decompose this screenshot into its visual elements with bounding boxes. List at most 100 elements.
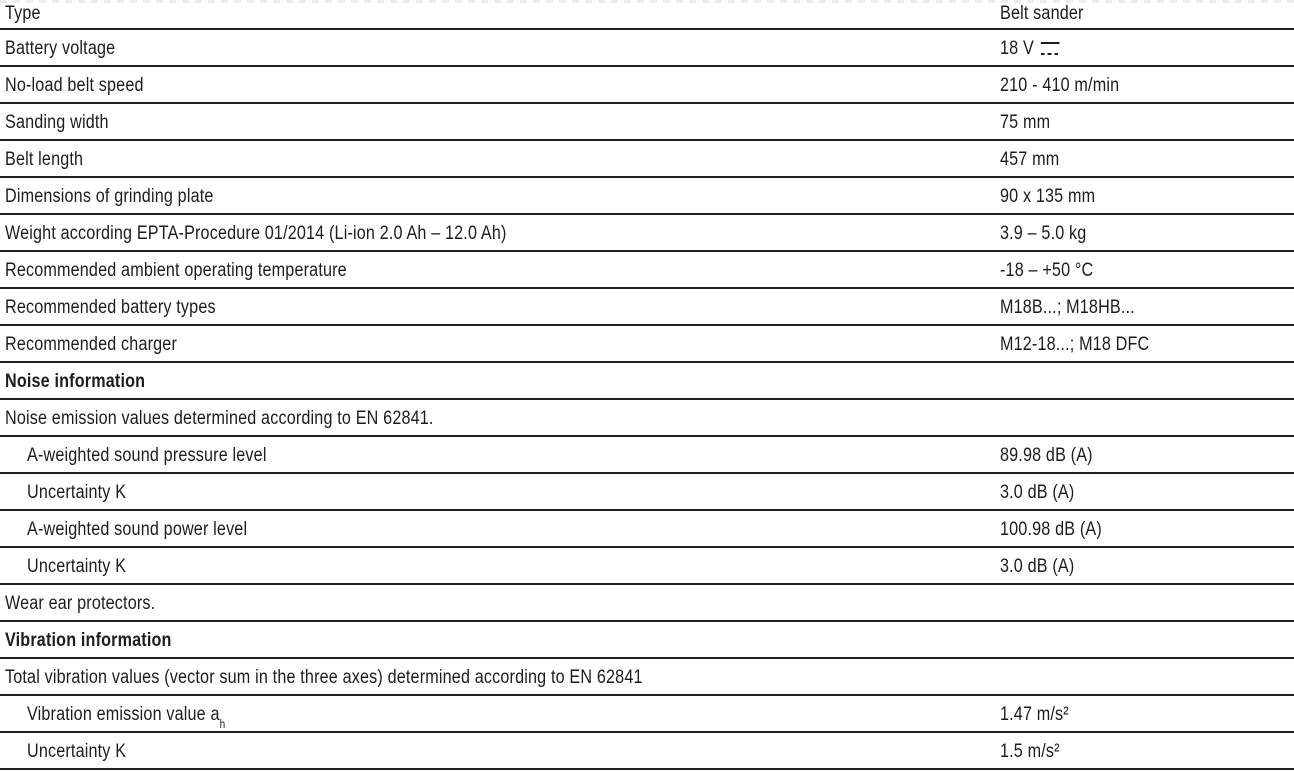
page-top-artifact — [0, 0, 1294, 3]
spec-row-battery-voltage: Battery voltage 18 V — [0, 30, 1294, 67]
spec-label: A-weighted sound power level — [0, 519, 1000, 541]
spec-label: Weight according EPTA-Procedure 01/2014 … — [0, 223, 1000, 245]
spec-label-text: Type — [5, 3, 41, 24]
spec-label-text: Uncertainty K — [27, 556, 127, 577]
spec-value-text: 3.9 – 5.0 kg — [1000, 223, 1087, 244]
note-text: Wear ear protectors. — [5, 593, 156, 614]
spec-label: Uncertainty K — [0, 556, 1000, 578]
spec-row-uncertainty-pressure: Uncertainty K 3.0 dB (A) — [0, 474, 1294, 511]
spec-value-text: 75 mm — [1000, 112, 1051, 133]
spec-label: Type — [0, 3, 1000, 25]
spec-label-text: Uncertainty K — [27, 741, 127, 762]
spec-label-text: Uncertainty K — [27, 482, 127, 503]
spec-label-text: No-load belt speed — [5, 75, 144, 96]
spec-label-text: Vibration emission value ah — [27, 704, 225, 730]
spec-label-text: Battery voltage — [5, 38, 116, 59]
spec-label-text: Recommended battery types — [5, 297, 216, 318]
spec-row-uncertainty-vibration: Uncertainty K 1.5 m/s² — [0, 733, 1294, 770]
spec-row-charger: Recommended charger M12-18...; M18 DFC — [0, 326, 1294, 363]
spec-label: Vibration emission value ah — [0, 704, 1000, 730]
spec-row-operating-temperature: Recommended ambient operating temperatur… — [0, 252, 1294, 289]
spec-label: Recommended ambient operating temperatur… — [0, 260, 1000, 282]
note-text-cell: Noise emission values determined accordi… — [0, 408, 1294, 430]
spec-value-text: Belt sander — [1000, 3, 1084, 24]
spec-label: Belt length — [0, 149, 1000, 171]
note-text-cell: Total vibration values (vector sum in th… — [0, 667, 1294, 689]
spec-row-weight: Weight according EPTA-Procedure 01/2014 … — [0, 215, 1294, 252]
spec-label: Uncertainty K — [0, 741, 1000, 763]
spec-row-belt-speed: No-load belt speed 210 - 410 m/min — [0, 67, 1294, 104]
spec-value-text: 210 - 410 m/min — [1000, 75, 1120, 96]
spec-value: 457 mm — [1000, 149, 1294, 171]
spec-value-text: M18B...; M18HB... — [1000, 297, 1135, 318]
spec-value-text: 3.0 dB (A) — [1000, 482, 1075, 503]
spec-label: Battery voltage — [0, 38, 1000, 60]
spec-value: -18 – +50 °C — [1000, 260, 1294, 282]
note-row-noise-emission: Noise emission values determined accordi… — [0, 400, 1294, 437]
section-title-text: Vibration information — [5, 630, 172, 651]
spec-value-text: 1.47 m/s² — [1000, 704, 1069, 725]
spec-label-text: Dimensions of grinding plate — [5, 186, 214, 207]
spec-row-battery-types: Recommended battery types M18B...; M18HB… — [0, 289, 1294, 326]
spec-label: Uncertainty K — [0, 482, 1000, 504]
section-header-noise: Noise information — [0, 363, 1294, 400]
note-row-vibration-total: Total vibration values (vector sum in th… — [0, 659, 1294, 696]
spec-value: 90 x 135 mm — [1000, 186, 1294, 208]
spec-value: 3.9 – 5.0 kg — [1000, 223, 1294, 245]
spec-value: 1.47 m/s² — [1000, 704, 1294, 726]
spec-value: M12-18...; M18 DFC — [1000, 334, 1294, 356]
spec-label: Dimensions of grinding plate — [0, 186, 1000, 208]
spec-label-text: Sanding width — [5, 112, 109, 133]
spec-row-type: Type Belt sander — [0, 0, 1294, 30]
spec-label-text: A-weighted sound pressure level — [27, 445, 267, 466]
note-text: Noise emission values determined accordi… — [5, 408, 434, 429]
spec-value: 18 V — [1000, 38, 1294, 60]
spec-value: Belt sander — [1000, 3, 1294, 25]
spec-label-text: Weight according EPTA-Procedure 01/2014 … — [5, 223, 507, 244]
section-header-vibration: Vibration information — [0, 622, 1294, 659]
spec-value-text: M12-18...; M18 DFC — [1000, 334, 1150, 355]
spec-row-sound-power: A-weighted sound power level 100.98 dB (… — [0, 511, 1294, 548]
vibration-subscript: h — [219, 718, 226, 732]
spec-value-text: -18 – +50 °C — [1000, 260, 1094, 281]
spec-value: 1.5 m/s² — [1000, 741, 1294, 763]
note-text-cell: Wear ear protectors. — [0, 593, 1294, 615]
spec-value: 89.98 dB (A) — [1000, 445, 1294, 467]
vibration-label-text: Vibration emission value a — [27, 704, 220, 725]
spec-label: Recommended charger — [0, 334, 1000, 356]
section-title: Vibration information — [0, 630, 1294, 652]
spec-row-belt-length: Belt length 457 mm — [0, 141, 1294, 178]
spec-label: Sanding width — [0, 112, 1000, 134]
spec-value: 3.0 dB (A) — [1000, 482, 1294, 504]
spec-value-text: 90 x 135 mm — [1000, 186, 1096, 207]
spec-value: 100.98 dB (A) — [1000, 519, 1294, 541]
spec-value-text: 457 mm — [1000, 149, 1060, 170]
note-text: Total vibration values (vector sum in th… — [5, 667, 643, 688]
section-title: Noise information — [0, 371, 1294, 393]
dc-current-icon — [1040, 42, 1060, 55]
spec-row-sanding-width: Sanding width 75 mm — [0, 104, 1294, 141]
spec-value-text: 18 V — [1000, 38, 1060, 60]
voltage-text: 18 V — [1000, 38, 1034, 59]
spec-value: 3.0 dB (A) — [1000, 556, 1294, 578]
spec-row-sound-pressure: A-weighted sound pressure level 89.98 dB… — [0, 437, 1294, 474]
spec-label-text: Recommended charger — [5, 334, 178, 355]
spec-label-text: Belt length — [5, 149, 84, 170]
spec-value: M18B...; M18HB... — [1000, 297, 1294, 319]
spec-row-uncertainty-power: Uncertainty K 3.0 dB (A) — [0, 548, 1294, 585]
spec-label-text: A-weighted sound power level — [27, 519, 248, 540]
spec-value-text: 89.98 dB (A) — [1000, 445, 1093, 466]
spec-value-text: 100.98 dB (A) — [1000, 519, 1102, 540]
spec-value-text: 3.0 dB (A) — [1000, 556, 1075, 577]
spec-label-text: Recommended ambient operating temperatur… — [5, 260, 347, 281]
spec-label: No-load belt speed — [0, 75, 1000, 97]
spec-row-grinding-plate: Dimensions of grinding plate 90 x 135 mm — [0, 178, 1294, 215]
spec-value: 75 mm — [1000, 112, 1294, 134]
spec-value: 210 - 410 m/min — [1000, 75, 1294, 97]
spec-row-vibration-emission: Vibration emission value ah 1.47 m/s² — [0, 696, 1294, 733]
section-title-text: Noise information — [5, 371, 146, 392]
spec-value-text: 1.5 m/s² — [1000, 741, 1060, 762]
spec-label: Recommended battery types — [0, 297, 1000, 319]
